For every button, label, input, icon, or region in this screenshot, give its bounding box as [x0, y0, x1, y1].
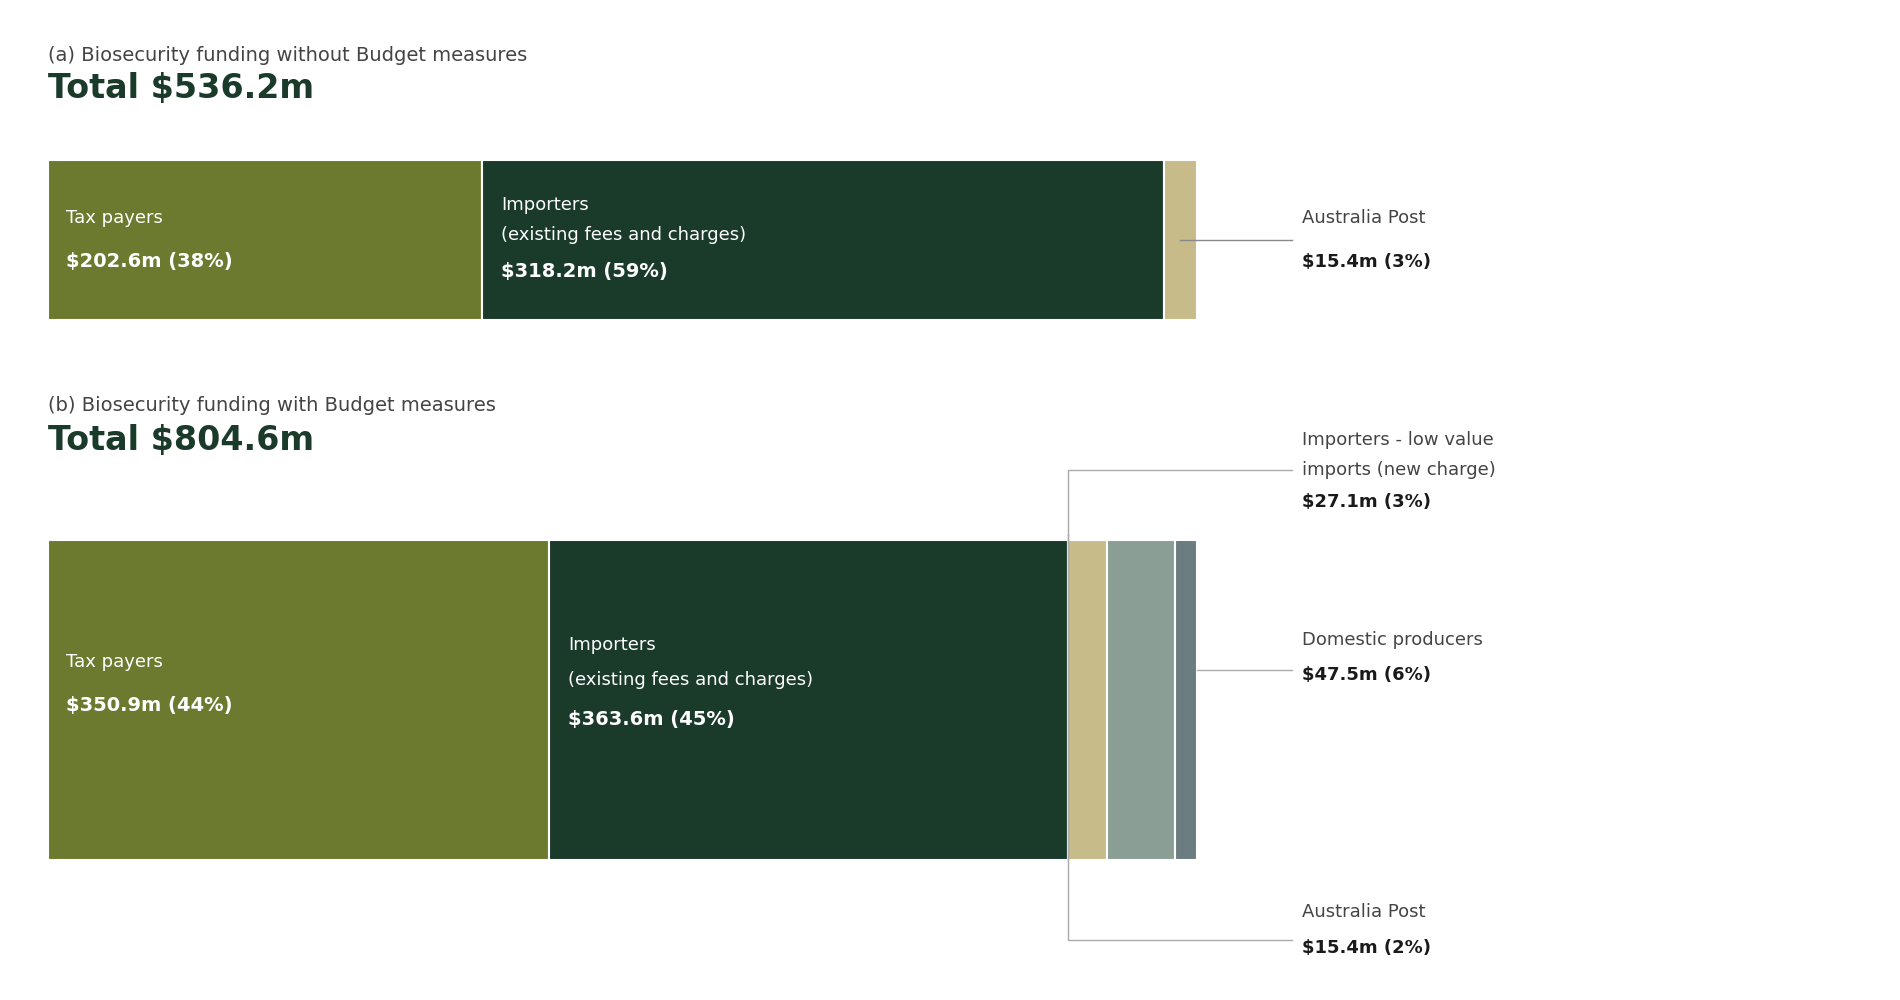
Text: $202.6m (38%): $202.6m (38%) [66, 252, 234, 271]
Text: Tax payers: Tax payers [66, 653, 163, 671]
Text: (b) Biosecurity funding with Budget measures: (b) Biosecurity funding with Budget meas… [48, 396, 496, 415]
Text: Importers: Importers [502, 196, 589, 214]
Text: Australia Post: Australia Post [1302, 209, 1425, 227]
Text: $15.4m (3%): $15.4m (3%) [1302, 253, 1431, 271]
Bar [1165, 160, 1197, 320]
Bar [483, 160, 1165, 320]
Text: (a) Biosecurity funding without Budget measures: (a) Biosecurity funding without Budget m… [48, 46, 526, 65]
Bar [1068, 540, 1108, 860]
Text: Total $804.6m: Total $804.6m [48, 424, 314, 457]
Text: (existing fees and charges): (existing fees and charges) [502, 226, 747, 244]
Text: Domestic producers: Domestic producers [1302, 631, 1482, 649]
Bar [48, 160, 483, 320]
Text: $318.2m (59%): $318.2m (59%) [502, 262, 667, 282]
Text: (existing fees and charges): (existing fees and charges) [568, 671, 813, 689]
Text: imports (new charge): imports (new charge) [1302, 461, 1495, 479]
Bar [549, 540, 1068, 860]
Text: $15.4m (2%): $15.4m (2%) [1302, 939, 1431, 957]
Text: $27.1m (3%): $27.1m (3%) [1302, 493, 1431, 511]
Text: $350.9m (44%): $350.9m (44%) [66, 696, 234, 714]
Text: Tax payers: Tax payers [66, 209, 163, 227]
Bar [1108, 540, 1174, 860]
Text: Australia Post: Australia Post [1302, 903, 1425, 921]
Bar [48, 540, 549, 860]
Text: Importers - low value: Importers - low value [1302, 431, 1493, 449]
Text: $363.6m (45%): $363.6m (45%) [568, 710, 735, 730]
Bar [1174, 540, 1197, 860]
Text: Importers: Importers [568, 636, 656, 654]
Text: Total $536.2m: Total $536.2m [48, 72, 314, 105]
Text: $47.5m (6%): $47.5m (6%) [1302, 666, 1431, 684]
